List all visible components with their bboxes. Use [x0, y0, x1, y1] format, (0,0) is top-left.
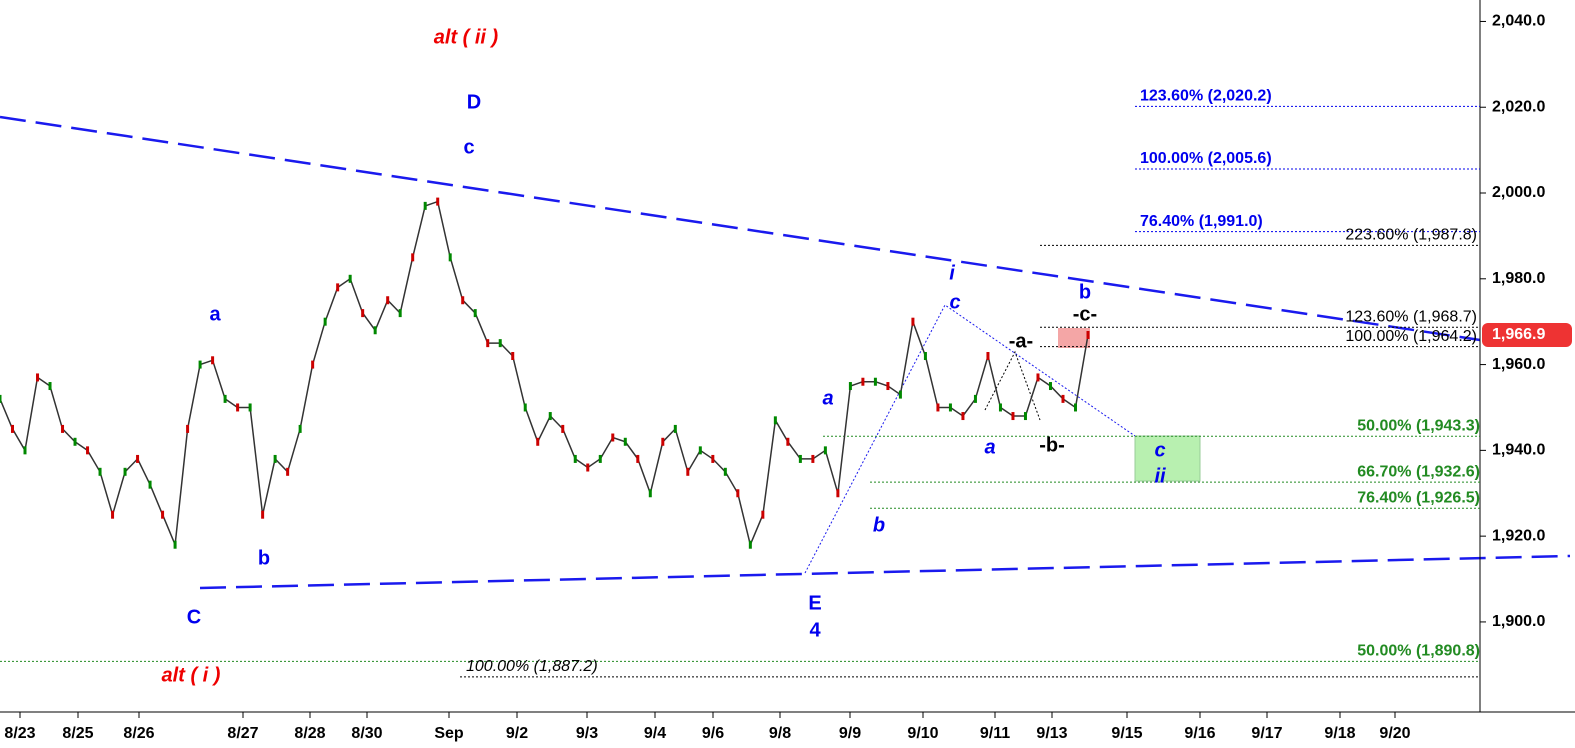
wave-label: b [873, 514, 885, 536]
fib-label: 100.00% (2,005.6) [1140, 150, 1272, 167]
wave-label: -c- [1073, 303, 1097, 325]
fib-label: 123.60% (1,968.7) [1345, 308, 1477, 325]
fib-label: 100.00% (1,887.2) [466, 658, 598, 675]
x-tick-label: 9/10 [907, 725, 938, 742]
wave-label: alt ( ii ) [434, 26, 499, 48]
fib-label: 66.70% (1,932.6) [1357, 463, 1480, 480]
fib-label: 76.40% (1,926.5) [1357, 489, 1480, 506]
wave-label: b [258, 547, 270, 569]
y-tick-label: 2,000.0 [1492, 184, 1545, 201]
wave-line [804, 304, 1136, 574]
y-tick-label: 1,900.0 [1492, 613, 1545, 630]
fib-label: 223.60% (1,987.8) [1345, 227, 1477, 244]
x-tick-label: 9/13 [1036, 725, 1067, 742]
trend-line [199, 554, 1571, 590]
fib-label: 50.00% (1,890.8) [1357, 643, 1480, 660]
x-tick-label: Sep [434, 725, 464, 742]
x-tick-label: 8/23 [4, 725, 35, 742]
wave-label: i [949, 262, 955, 284]
y-tick-label: 2,020.0 [1492, 98, 1545, 115]
price-label: 1,966.9 [1492, 326, 1545, 343]
x-tick-label: 9/4 [644, 725, 666, 742]
x-tick-label: 8/25 [62, 725, 93, 742]
x-tick-label: 9/18 [1324, 725, 1355, 742]
fib-label: 76.40% (1,991.0) [1140, 213, 1263, 230]
trend-line [0, 115, 1481, 342]
wave-label: c [949, 291, 960, 313]
x-tick-label: 9/3 [576, 725, 598, 742]
y-tick-label: 1,960.0 [1492, 356, 1545, 373]
x-tick-label: 9/15 [1111, 725, 1142, 742]
y-tick-label: 1,920.0 [1492, 527, 1545, 544]
x-tick-label: 9/11 [980, 725, 1010, 742]
wave-label: -b- [1039, 434, 1065, 456]
wave-label: b [1079, 281, 1091, 303]
wave-label: a [984, 436, 995, 458]
target-box [1134, 435, 1201, 482]
x-tick-label: 9/17 [1251, 725, 1282, 742]
wave-label: ii [1154, 465, 1166, 487]
wave-line [984, 350, 1041, 421]
x-tick-label: 9/8 [769, 725, 791, 742]
wave-label: a [209, 303, 221, 325]
x-tick-label: 9/16 [1184, 725, 1215, 742]
y-tick-label: 1,980.0 [1492, 270, 1545, 287]
x-tick-label: 8/28 [294, 725, 325, 742]
wave-label: c [1154, 439, 1165, 461]
x-tick-label: 8/26 [123, 725, 154, 742]
wave-label: E [808, 592, 821, 614]
price-line [0, 200, 1089, 548]
wave-label: a [822, 387, 833, 409]
target-box [1058, 328, 1090, 348]
x-tick-label: 9/2 [506, 725, 528, 742]
x-tick-label: 9/9 [839, 725, 861, 742]
wave-label: D [467, 91, 481, 113]
price-marker [1482, 322, 1572, 347]
x-tick-label: 9/6 [702, 725, 724, 742]
wave-label: alt ( i ) [162, 664, 221, 686]
x-tick-label: 8/30 [351, 725, 382, 742]
fib-label: 50.00% (1,943.3) [1357, 417, 1480, 434]
wave-label: C [187, 606, 201, 628]
wave-label: 4 [809, 619, 821, 641]
fib-label: 100.00% (1,964.2) [1345, 328, 1477, 345]
x-tick-label: 9/20 [1379, 725, 1410, 742]
wave-label: -a- [1009, 330, 1033, 352]
fib-label: 123.60% (2,020.2) [1140, 88, 1272, 105]
y-tick-label: 1,940.0 [1492, 442, 1545, 459]
x-tick-label: 8/27 [227, 725, 258, 742]
y-tick-label: 2,040.0 [1492, 13, 1545, 30]
wave-label: c [463, 136, 474, 158]
